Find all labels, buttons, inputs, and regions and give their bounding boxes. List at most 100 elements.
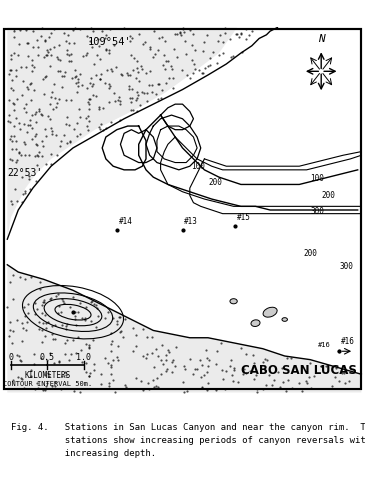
- Point: [14, 66, 19, 74]
- Point: [30, 42, 36, 50]
- Point: [48, 30, 54, 38]
- Point: [39, 338, 45, 346]
- Point: [86, 372, 92, 380]
- Point: [55, 95, 61, 103]
- Point: [65, 50, 70, 58]
- Point: [52, 94, 58, 102]
- Point: [63, 325, 69, 333]
- Point: [182, 364, 188, 372]
- Point: [34, 140, 39, 148]
- Point: [62, 368, 68, 376]
- Point: [133, 96, 139, 104]
- Point: [153, 90, 159, 98]
- Point: [318, 362, 324, 370]
- Point: [115, 342, 121, 350]
- Text: #16: #16: [318, 342, 330, 348]
- Point: [9, 156, 15, 164]
- Point: [22, 276, 27, 283]
- Point: [227, 362, 233, 370]
- Point: [112, 40, 118, 48]
- Point: [43, 324, 49, 332]
- Point: [26, 152, 31, 160]
- Point: [16, 40, 22, 48]
- Point: [285, 376, 291, 384]
- Point: [143, 354, 149, 362]
- Point: [145, 378, 151, 386]
- Point: [187, 26, 193, 34]
- Point: [11, 33, 16, 41]
- Point: [31, 86, 37, 94]
- Point: [275, 368, 281, 376]
- Point: [333, 364, 339, 372]
- Point: [288, 354, 294, 362]
- Point: [70, 293, 76, 301]
- Point: [86, 344, 92, 352]
- Point: [133, 342, 139, 350]
- Point: [217, 31, 223, 39]
- Point: [93, 323, 99, 331]
- Point: [87, 344, 92, 351]
- Point: [42, 37, 48, 45]
- Point: [74, 132, 80, 140]
- Point: [22, 187, 28, 195]
- Point: [32, 132, 38, 140]
- Point: [137, 77, 142, 85]
- Point: [44, 379, 50, 387]
- Point: [181, 362, 187, 370]
- Point: [20, 172, 26, 180]
- Point: [332, 373, 338, 381]
- Point: [10, 271, 16, 279]
- Point: [9, 326, 15, 334]
- Point: [127, 32, 133, 40]
- Point: [205, 62, 211, 70]
- Point: [29, 61, 35, 69]
- Ellipse shape: [263, 307, 277, 317]
- Point: [64, 139, 70, 147]
- Point: [92, 360, 97, 368]
- Ellipse shape: [251, 320, 260, 326]
- Point: [149, 81, 155, 89]
- Point: [41, 53, 47, 61]
- Point: [233, 30, 239, 38]
- Point: [84, 49, 89, 57]
- Point: [213, 360, 219, 368]
- Point: [43, 72, 49, 80]
- Point: [284, 354, 290, 362]
- Point: [21, 104, 27, 112]
- Point: [346, 377, 352, 385]
- Point: [80, 314, 85, 322]
- Point: [181, 28, 187, 36]
- Point: [61, 299, 67, 307]
- Point: [40, 318, 46, 326]
- Point: [58, 137, 64, 145]
- Point: [114, 63, 119, 71]
- Point: [71, 38, 77, 46]
- Point: [67, 138, 73, 146]
- Point: [147, 44, 153, 52]
- Text: CABO SAN LUCAS: CABO SAN LUCAS: [241, 364, 357, 377]
- Point: [194, 365, 200, 373]
- Point: [239, 48, 245, 56]
- Point: [108, 347, 114, 355]
- Text: 22°53': 22°53': [7, 168, 43, 178]
- Point: [165, 346, 171, 354]
- Point: [95, 312, 101, 320]
- Point: [64, 96, 69, 104]
- Point: [108, 370, 114, 378]
- Point: [15, 52, 21, 60]
- Point: [39, 302, 45, 310]
- Point: [118, 70, 124, 78]
- Point: [14, 156, 19, 164]
- Point: [117, 314, 123, 322]
- Point: [19, 375, 25, 383]
- Point: [192, 365, 197, 373]
- Point: [36, 325, 42, 333]
- Point: [177, 28, 183, 36]
- Point: [74, 88, 80, 96]
- Point: [280, 378, 286, 386]
- Point: [215, 59, 220, 67]
- Point: [76, 308, 81, 316]
- Point: [178, 30, 184, 38]
- Point: [250, 352, 256, 360]
- Point: [34, 151, 40, 159]
